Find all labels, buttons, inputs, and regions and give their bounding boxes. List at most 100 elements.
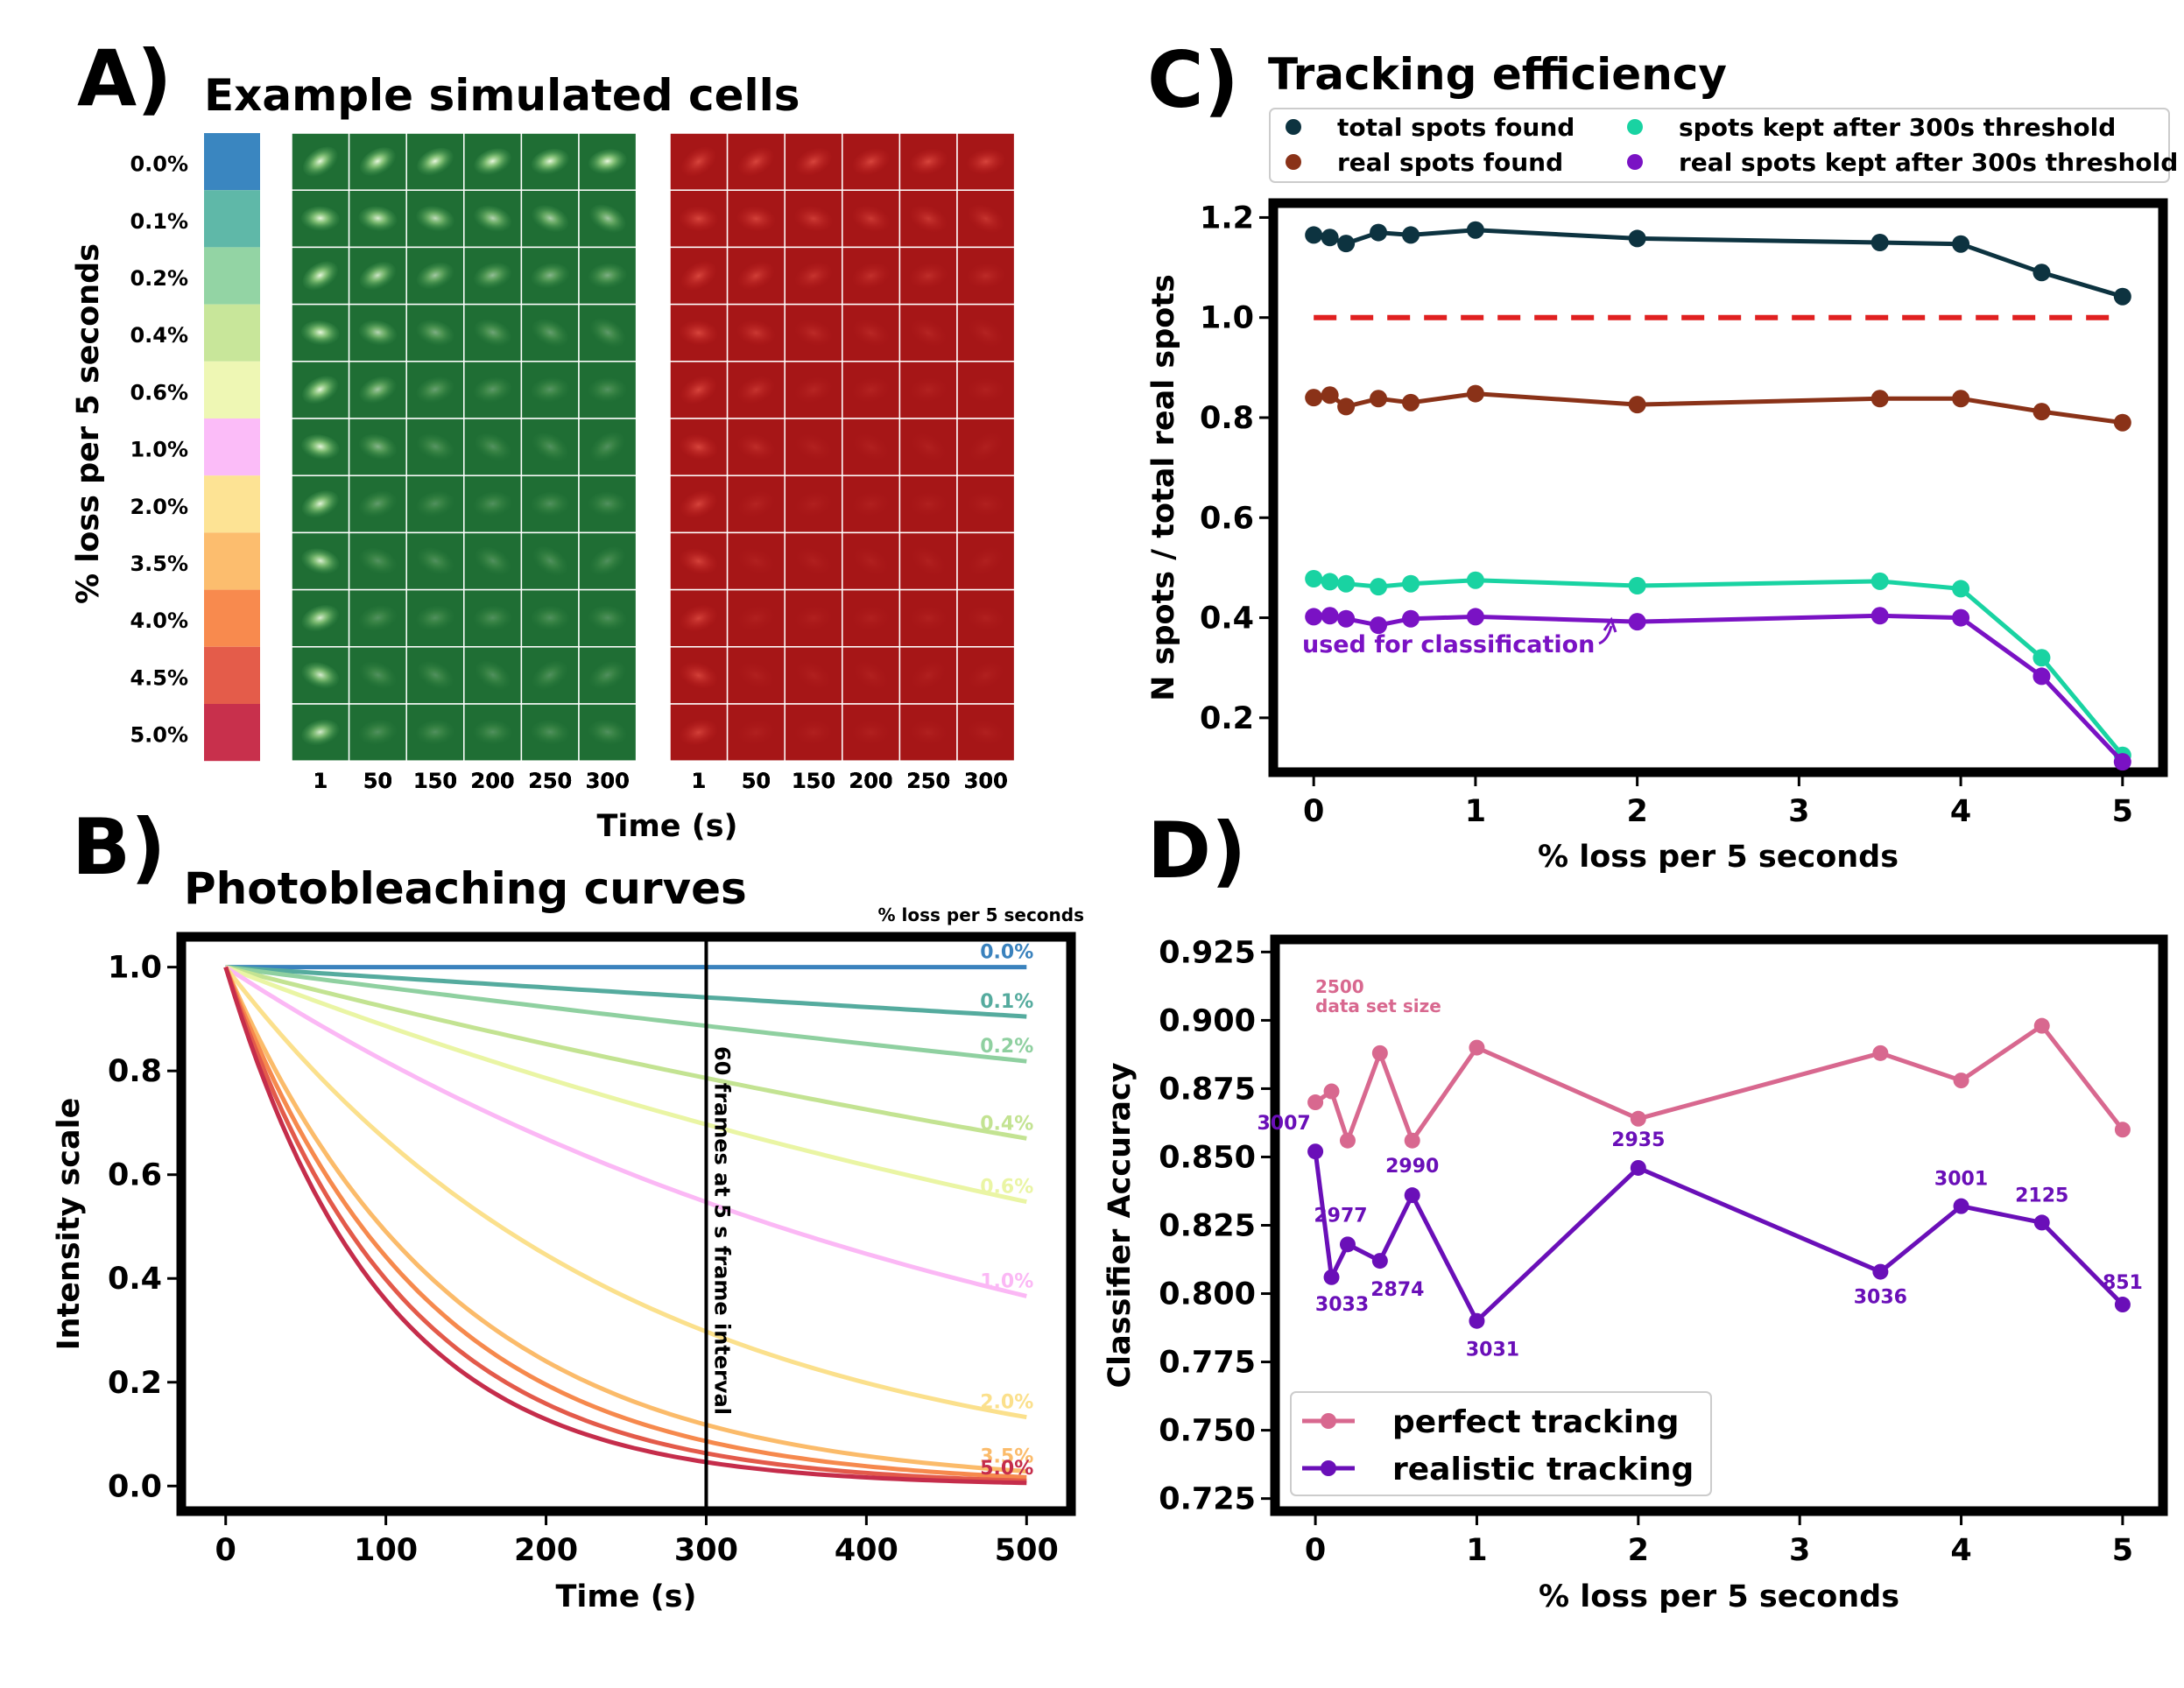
legend-title: % loss per 5 seconds: [878, 904, 1084, 925]
green-cell-blob: [302, 261, 338, 291]
series-point: [1337, 609, 1356, 628]
red-cell-blob: [968, 204, 1004, 233]
row-label: 0.0%: [130, 152, 188, 177]
red-cell-blob: [795, 661, 832, 690]
series-point: [1307, 1143, 1324, 1160]
row-label: 4.5%: [130, 665, 188, 690]
curve-label: 1.0%: [980, 1270, 1033, 1292]
time-tick-label: 200: [471, 769, 515, 793]
green-cell-blob: [532, 660, 568, 691]
red-cell-blob: [852, 319, 890, 347]
red-cell-blob: [853, 660, 889, 691]
time-tick-label: 50: [363, 769, 392, 793]
series-point: [1628, 229, 1646, 248]
classification-arrowhead: [1603, 616, 1617, 633]
time-tick-label: 200: [849, 769, 893, 793]
time-tick-label: 250: [906, 769, 950, 793]
time-tick-label: 150: [413, 769, 457, 793]
legend-label: perfect tracking: [1392, 1404, 1679, 1440]
time-tick-label: 150: [792, 769, 835, 793]
green-cell-blob: [416, 491, 454, 517]
series-point: [1305, 226, 1323, 244]
time-tick-label: 300: [586, 769, 630, 793]
time-tick-label: 150: [792, 769, 835, 793]
dataset-size-label: 3007: [1257, 1113, 1310, 1135]
series-point: [1321, 229, 1339, 247]
time-tick-label: 250: [528, 769, 572, 793]
green-cell-blob: [416, 720, 454, 745]
perfect-size-label: 2500: [1315, 976, 1364, 997]
time-tick-label: 300: [586, 769, 630, 793]
time-tick-label: 150: [413, 769, 457, 793]
series-point: [1370, 223, 1388, 242]
x-tick-label: 0: [215, 1533, 236, 1568]
x-tick-label: 3: [1789, 1533, 1810, 1568]
green-cell-blob: [473, 606, 512, 631]
time-tick-label: 200: [849, 769, 893, 793]
red-cell-blob: [795, 147, 832, 176]
series-point: [2114, 1297, 2131, 1313]
time-tick-label: 150: [792, 769, 835, 793]
green-cell-blob: [589, 318, 625, 348]
green-cell-blob: [301, 490, 339, 518]
x-tick-label: 500: [995, 1533, 1059, 1568]
green-cell-frame: [463, 475, 523, 534]
panel-c-chart: 0 1 2 3 4 5 0.2 0.4 0.6 0.8 1.0 1.2 % loss per 5 sec…: [1146, 108, 2178, 875]
time-tick-label: 200: [849, 769, 893, 793]
row-label: 0.1%: [130, 209, 188, 234]
green-cell-blob: [588, 263, 627, 289]
series-point: [1952, 608, 1970, 627]
green-cell-blob: [358, 605, 398, 631]
time-tick-label: 250: [528, 769, 572, 793]
panel-c-title: Tracking efficiency: [1268, 49, 1727, 100]
time-tick-label: 300: [964, 769, 1008, 793]
green-cell-blob: [302, 376, 339, 404]
row-label: 2.0%: [130, 495, 188, 519]
time-tick-label: 200: [849, 769, 893, 793]
dataset-size-label: 3036: [1854, 1287, 1907, 1309]
y-tick-label: 0.825: [1159, 1209, 1256, 1244]
red-cell-blob: [794, 433, 833, 461]
red-cell-blob: [680, 605, 718, 632]
series-point: [1630, 1110, 1646, 1127]
curve-label: 5.0%: [980, 1458, 1033, 1480]
y-tick-label: 0.875: [1159, 1072, 1256, 1107]
green-cell-blob: [475, 546, 511, 576]
time-tick-label: 1: [313, 769, 328, 793]
legend-marker: [1286, 154, 1301, 170]
series-point: [1321, 607, 1339, 625]
series-point: [1404, 1187, 1420, 1204]
red-cell-blob: [910, 319, 947, 348]
green-cell-blob: [473, 376, 512, 403]
row-label: 5.0%: [130, 723, 188, 748]
green-cell-blob: [359, 661, 397, 689]
curve-label: 0.2%: [980, 1036, 1033, 1058]
series-point: [1323, 1269, 1340, 1285]
x-axis-label: Time (s): [555, 1579, 696, 1614]
row-color-swatch: [204, 532, 260, 590]
time-tick-label: 200: [471, 769, 515, 793]
green-cell-blob: [588, 491, 627, 517]
y-tick-label: 1.0: [108, 951, 162, 986]
time-tick-label: 200: [849, 769, 893, 793]
time-tick-label: 300: [586, 769, 630, 793]
bleach-curve: [225, 965, 1027, 1019]
green-cell-blob: [301, 719, 340, 746]
y-axis-label: Classifier Accuracy: [1103, 1062, 1138, 1388]
time-tick-label: 250: [528, 769, 572, 793]
y-tick-label: 0.4: [108, 1262, 162, 1297]
row-color-swatch: [204, 304, 260, 362]
x-tick-label: 1: [1465, 794, 1486, 829]
x-tick-label: 0: [1303, 794, 1324, 829]
red-cell-blob: [794, 262, 833, 290]
green-cell-blob: [303, 146, 338, 177]
series-point: [1870, 607, 1889, 625]
green-cell-blob: [358, 206, 398, 231]
series-point: [1952, 235, 1970, 253]
time-tick-label: 50: [363, 769, 392, 793]
red-cell-blob: [909, 720, 948, 745]
series-point: [1371, 1044, 1388, 1061]
x-tick-label: 200: [514, 1533, 578, 1568]
time-tick-label: 150: [792, 769, 835, 793]
time-tick-label: 1: [691, 769, 706, 793]
